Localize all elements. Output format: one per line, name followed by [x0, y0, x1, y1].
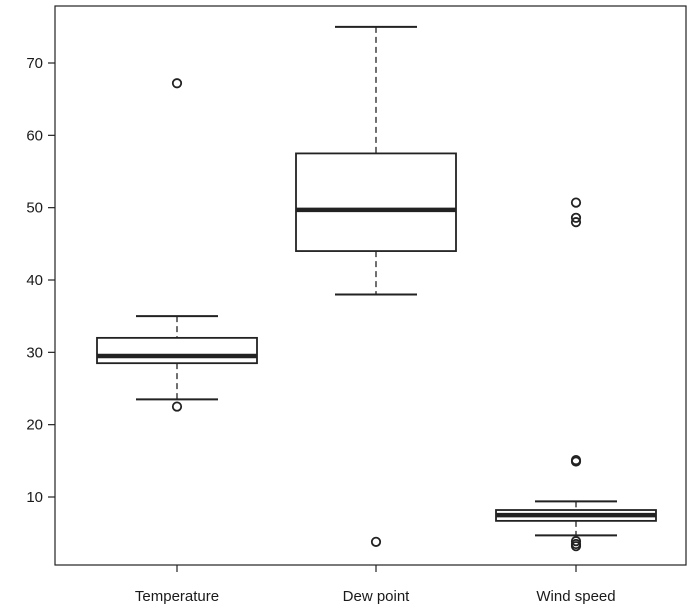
iqr-box — [295, 152, 457, 252]
x-axis: Temperature Dew point Wind speed — [135, 565, 616, 605]
outlier-point — [570, 197, 582, 208]
outlier-point — [570, 456, 582, 467]
outlier-point — [570, 212, 582, 223]
x-tick-label: Temperature — [135, 588, 219, 605]
y-tick-label: 30 — [26, 344, 43, 361]
boxes-layer — [96, 25, 657, 552]
x-tick-label: Wind speed — [536, 588, 615, 605]
y-tick-label: 40 — [26, 272, 43, 289]
box-dew-point — [295, 25, 457, 547]
x-tick-label: Dew point — [343, 588, 411, 605]
y-tick-label: 70 — [26, 55, 43, 72]
outlier-point — [570, 536, 582, 547]
outlier-point — [171, 78, 183, 89]
y-axis: 10 20 30 40 50 60 70 — [26, 55, 55, 506]
box-temperature — [96, 78, 258, 412]
plot-frame — [54, 5, 687, 566]
y-tick-label: 60 — [26, 127, 43, 144]
outlier-point — [171, 401, 183, 412]
box-wind-speed — [495, 197, 657, 552]
y-tick-label: 20 — [26, 417, 43, 434]
outlier-point — [570, 217, 582, 228]
y-tick-label: 50 — [26, 200, 43, 217]
outlier-point — [370, 536, 382, 547]
iqr-box — [96, 336, 258, 365]
outlier-point — [570, 541, 582, 552]
y-tick-label: 10 — [26, 489, 43, 506]
